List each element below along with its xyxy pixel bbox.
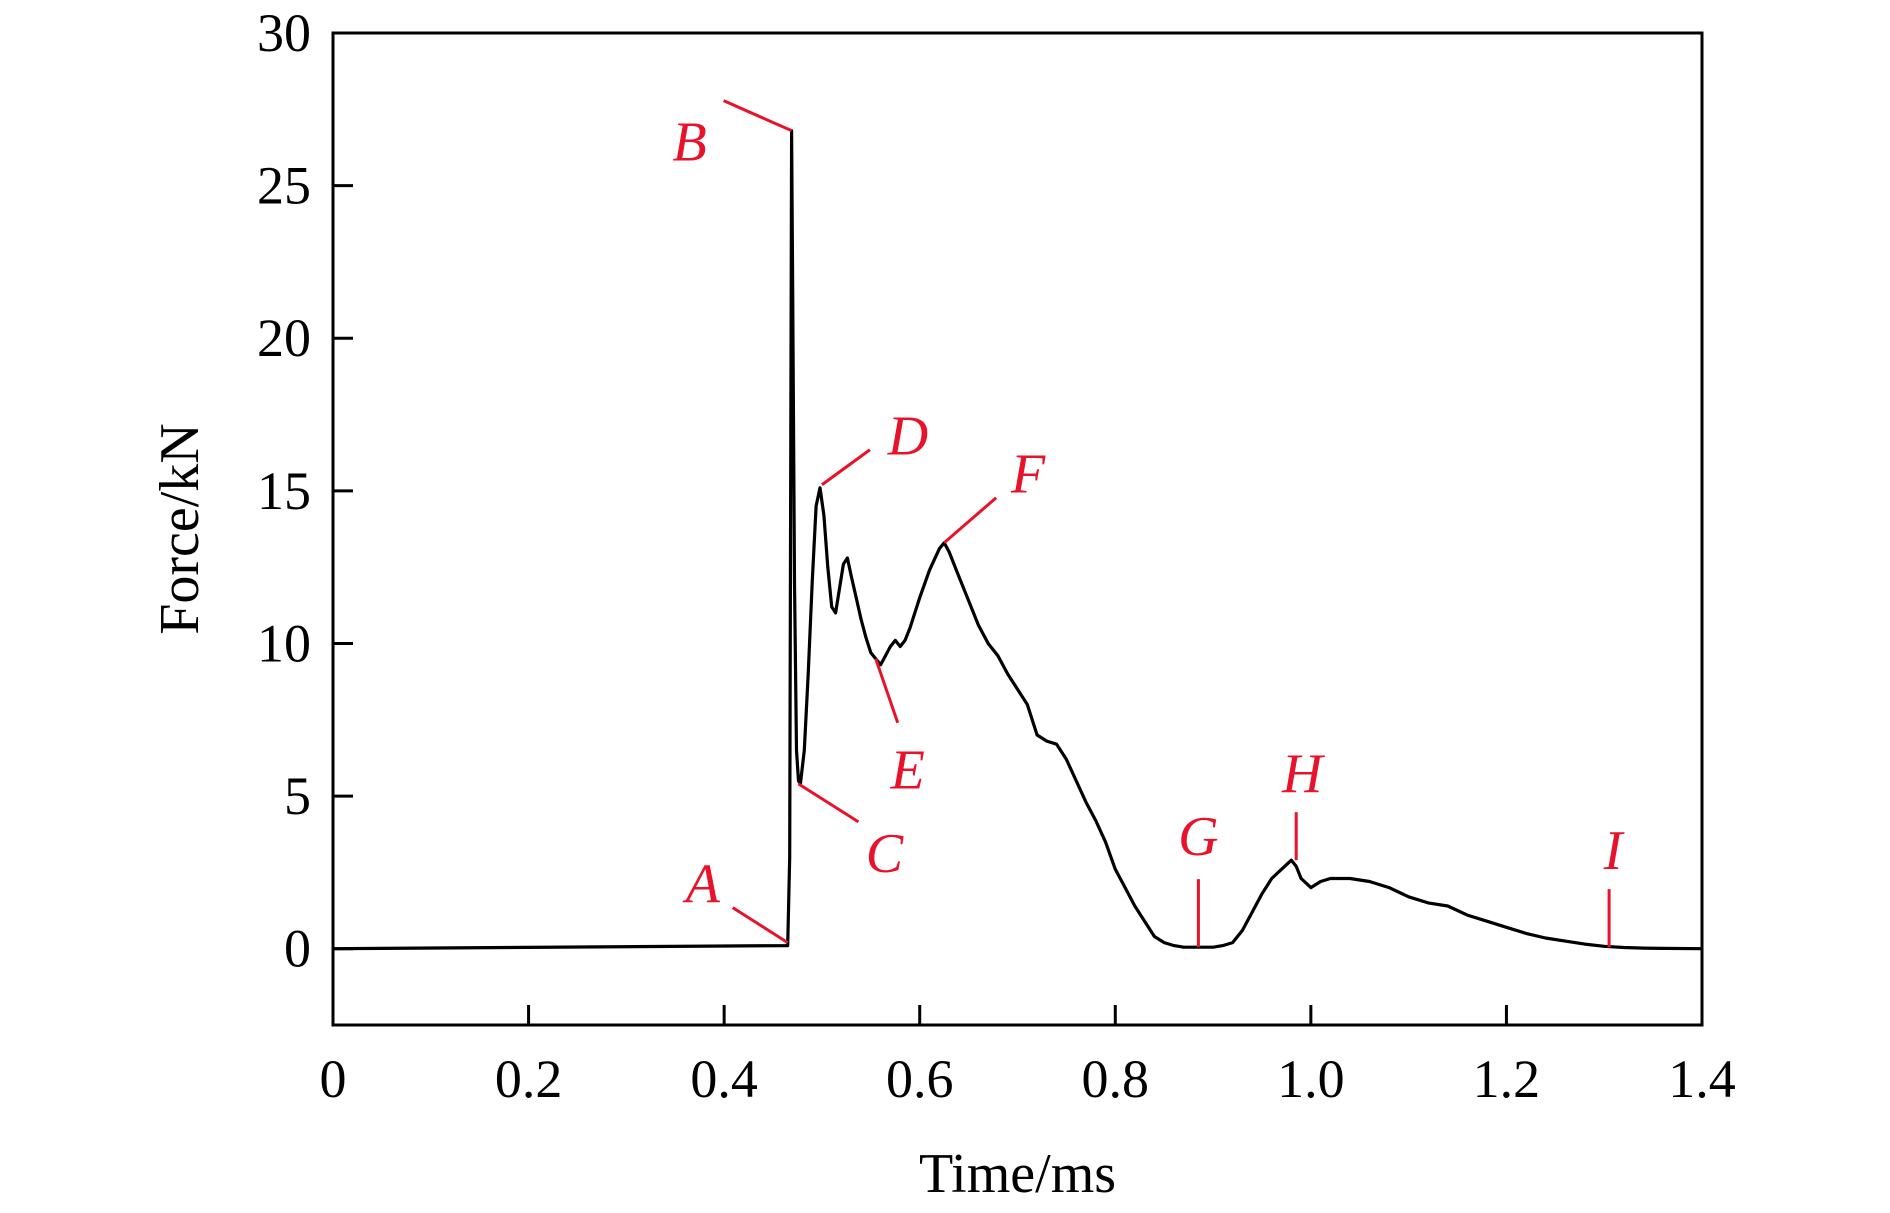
annotation-leader-e — [874, 658, 900, 724]
x-tick-label: 0.8 — [1082, 1049, 1150, 1109]
annotation-label-d: D — [887, 406, 928, 468]
series-layer — [332, 129, 1703, 951]
annotation-leader-c — [797, 782, 860, 824]
series-line — [332, 129, 1703, 951]
annotations-layer: A B C D E F G H I — [673, 99, 1625, 948]
annotation-label-h: H — [1281, 743, 1325, 805]
x-tick-label: 0.2 — [495, 1049, 563, 1109]
plot-frame — [331, 31, 1704, 1027]
annotation-label-c: C — [866, 823, 904, 885]
x-axis-label: Time/ms — [919, 1143, 1116, 1205]
x-tick-label: 0 — [320, 1049, 347, 1109]
y-axis-label: Force/kN — [149, 423, 211, 635]
x-tick-label: 0.4 — [690, 1049, 758, 1109]
x-tick-label: 1.0 — [1277, 1049, 1345, 1109]
x-tick-label: 0.6 — [886, 1049, 954, 1109]
annotation-label-f: F — [1010, 444, 1046, 506]
annotation-label-g: G — [1178, 806, 1218, 868]
x-tick-label: 1.4 — [1668, 1049, 1736, 1109]
y-tick-label: 25 — [257, 156, 311, 216]
y-tick-label: 0 — [284, 919, 311, 979]
y-tick-label: 10 — [257, 613, 311, 673]
annotation-leader-d — [821, 448, 871, 486]
y-tick-label: 5 — [284, 766, 311, 826]
x-tick-label: 1.2 — [1473, 1049, 1541, 1109]
ticks-layer: 0 0.2 0.4 0.6 0.8 1.0 1.2 1.4 0 5 10 15 20 25 30 — [257, 3, 1736, 1109]
y-tick-label: 30 — [257, 3, 311, 63]
annotation-label-i: I — [1603, 820, 1625, 882]
annotation-label-e: E — [890, 740, 925, 802]
annotation-label-a: A — [682, 854, 721, 916]
y-tick-label: 20 — [257, 308, 311, 368]
annotation-label-b: B — [673, 112, 707, 174]
annotation-leader-b — [723, 99, 793, 133]
annotation-leader-f — [943, 496, 998, 544]
y-tick-label: 15 — [257, 461, 311, 521]
annotation-leader-a — [731, 906, 789, 944]
